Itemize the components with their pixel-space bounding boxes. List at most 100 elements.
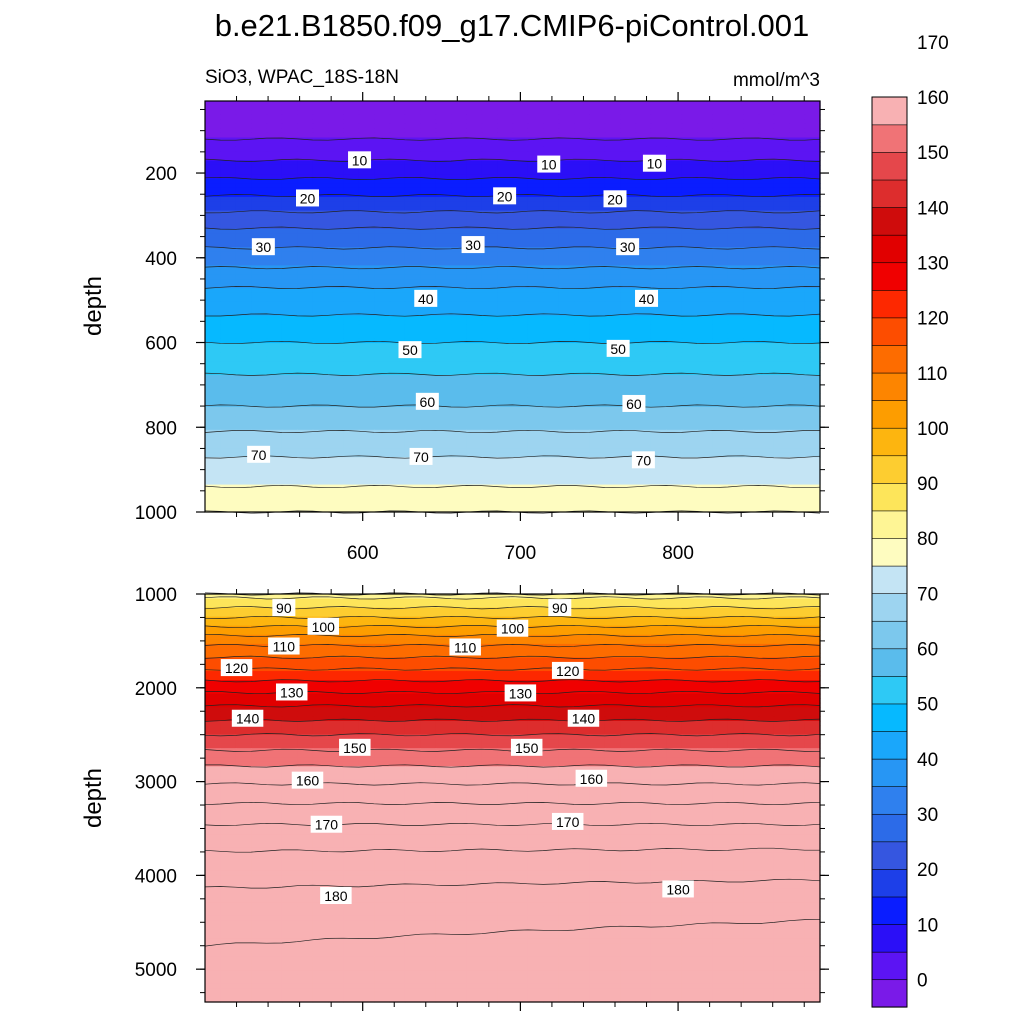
upper-fill-cell [451,338,467,344]
upper-fill-cell [281,142,298,148]
upper-fill-cell [727,498,744,504]
upper-fill-cell [328,434,344,440]
upper-fill-cell [804,196,821,203]
lower-fill-cell [527,725,544,731]
upper-fill-cell [666,146,683,152]
upper-fill-cell [358,279,375,285]
upper-fill-cell [451,320,467,326]
upper-contour-label-box [296,189,319,207]
upper-fill-cell [374,470,391,477]
lower-fill-cell [604,630,621,636]
upper-fill-cell [251,110,268,116]
upper-fill-cell [235,333,252,340]
lower-fill-cell [743,693,760,699]
upper-fill-cell [620,219,637,225]
upper-fill-cell [389,228,406,235]
upper-fill-cell [712,375,729,381]
lower-fill-cell [789,639,806,645]
upper-fill-cell [789,114,806,120]
upper-fill-cell [743,406,760,413]
upper-fill-cell [358,119,375,125]
upper-fill-cell [589,384,606,390]
upper-fill-cell [420,416,437,422]
upper-contour-line [204,484,821,489]
lower-fill-cell [328,639,344,645]
upper-fill-cell [712,315,729,321]
upper-fill-cell [558,183,575,189]
upper-fill-cell [328,119,344,125]
upper-fill-cell [451,123,467,129]
upper-fill-cell [574,196,590,203]
upper-fill-cell [297,411,314,417]
upper-fill-cell [512,288,529,294]
upper-fill-cell [620,315,637,321]
upper-fill-cell [312,174,329,180]
upper-fill-cell [666,320,683,326]
upper-fill-cell [666,256,683,262]
upper-fill-cell [527,438,544,445]
upper-fill-cell [435,137,452,143]
upper-fill-cell [804,457,821,463]
upper-fill-cell [389,196,406,203]
lower-fill-cell [374,657,391,663]
lower-fill-cell [374,702,391,708]
lower-fill-cell [604,607,621,613]
upper-fill-cell [727,475,744,481]
lower-fill-cell [620,652,637,659]
upper-fill-cell [220,219,237,225]
upper-fill-cell [589,397,606,403]
upper-fill-cell [481,470,498,477]
upper-fill-cell [681,151,698,157]
upper-fill-cell [358,448,375,454]
upper-fill-cell [358,137,375,143]
lower-fill-cell [466,657,483,663]
lower-fill-cell [328,594,344,600]
upper-fill-cell [712,489,729,495]
upper-fill-cell [389,324,406,330]
upper-fill-cell [497,375,514,381]
upper-fill-cell [466,434,483,440]
lower-fill-cell [558,711,575,717]
upper-contour-label-box [616,238,640,256]
upper-fill-cell [251,201,268,207]
upper-fill-cell [389,352,406,358]
upper-fill-cell [804,114,821,120]
upper-fill-cell [220,201,237,207]
upper-fill-cell [266,461,283,467]
upper-fill-cell [773,206,790,212]
upper-fill-cell [266,210,283,216]
upper-fill-cell [297,155,314,161]
upper-fill-cell [758,507,775,513]
upper-fill-cell [743,425,760,431]
upper-fill-cell [358,411,375,417]
upper-fill-cell [543,406,560,413]
upper-fill-cell [635,105,652,111]
upper-fill-cell [451,279,467,285]
upper-fill-cell [343,448,360,454]
upper-fill-cell [328,489,344,495]
lower-fill-cell [650,634,667,640]
lower-fill-cell [589,630,606,636]
lower-fill-cell [358,639,375,645]
upper-fill-cell [220,174,237,180]
upper-fill-cell [743,365,760,372]
upper-fill-cell [743,498,760,504]
lower-fill-cell [712,630,729,636]
upper-fill-cell [804,160,821,166]
upper-fill-cell [281,155,298,161]
upper-fill-cell [297,114,314,120]
upper-fill-cell [681,283,698,289]
lower-fill-cell [251,702,268,708]
lower-fill-cell [773,657,790,663]
upper-fill-cell [604,379,621,385]
upper-fill-cell [374,324,391,330]
upper-fill-cell [712,352,729,358]
upper-fill-cell [697,155,713,161]
lower-fill-cell [743,725,760,731]
lower-fill-cell [420,621,437,627]
upper-fill-cell [343,438,360,445]
upper-fill-cell [466,361,483,367]
upper-fill-cell [620,416,637,422]
lower-fill-cell [312,648,329,654]
lower-fill-cell [389,652,406,659]
